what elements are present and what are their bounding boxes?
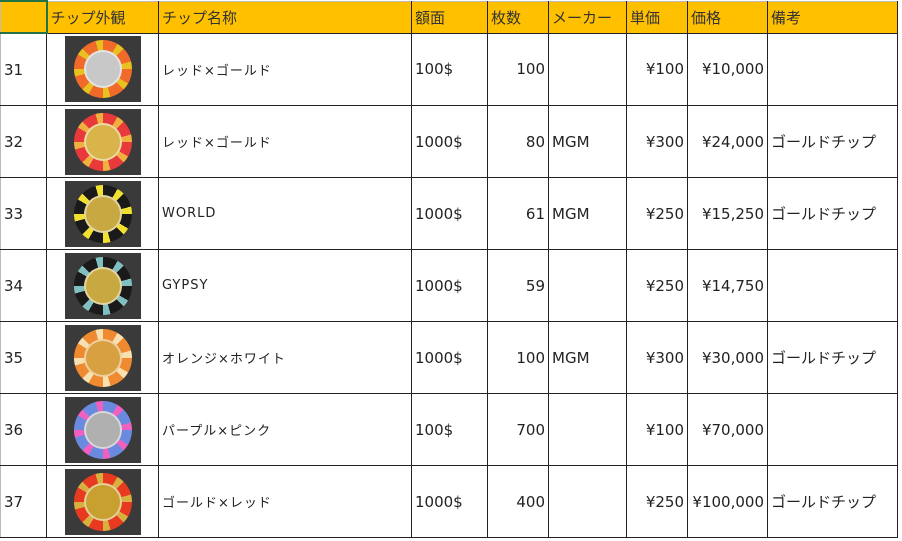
- chip-name-cell[interactable]: WORLD: [158, 177, 412, 250]
- table-row: 33 WORLD 1000$ 61 MGM ¥250 ¥15,250 ゴールドチ…: [0, 177, 898, 250]
- chip-photo: [64, 396, 141, 463]
- table-row: 37 ゴールド×レッド 1000$ 400 ¥250 ¥100,000 ゴールド…: [0, 465, 898, 538]
- header-appearance[interactable]: チップ外観: [46, 0, 159, 34]
- chip-image-cell[interactable]: [46, 105, 159, 178]
- corner-cell[interactable]: [0, 0, 48, 34]
- table-row: 36 パープル×ピンク 100$ 700 ¥100 ¥70,000: [0, 393, 898, 466]
- notes-cell[interactable]: ゴールドチップ: [767, 105, 898, 178]
- chip-name-cell[interactable]: ゴールド×レッド: [158, 465, 412, 538]
- price-cell[interactable]: ¥15,250: [687, 177, 768, 250]
- row-number[interactable]: 31: [0, 32, 47, 106]
- header-face-value[interactable]: 額面: [411, 0, 488, 34]
- chip-name-cell[interactable]: レッド×ゴールド: [158, 32, 412, 106]
- price-cell[interactable]: ¥100,000: [687, 465, 768, 538]
- price-cell[interactable]: ¥70,000: [687, 393, 768, 466]
- face-value-cell[interactable]: 1000$: [411, 321, 488, 394]
- chip-photo: [64, 252, 141, 319]
- count-cell[interactable]: 80: [487, 105, 549, 178]
- chip-photo: [64, 180, 141, 247]
- price-cell[interactable]: ¥10,000: [687, 32, 768, 106]
- unit-price-cell[interactable]: ¥100: [626, 393, 688, 466]
- row-number[interactable]: 35: [0, 321, 47, 394]
- face-value-cell[interactable]: 1000$: [411, 465, 488, 538]
- price-cell[interactable]: ¥14,750: [687, 249, 768, 322]
- chip-photo: [64, 468, 141, 535]
- row-number[interactable]: 32: [0, 105, 47, 178]
- chip-name-cell[interactable]: レッド×ゴールド: [158, 105, 412, 178]
- chip-icon: [73, 184, 132, 243]
- maker-cell[interactable]: [548, 393, 627, 466]
- count-cell[interactable]: 700: [487, 393, 549, 466]
- chip-name-cell[interactable]: パープル×ピンク: [158, 393, 412, 466]
- row-number[interactable]: 37: [0, 465, 47, 538]
- notes-cell[interactable]: ゴールドチップ: [767, 177, 898, 250]
- maker-cell[interactable]: MGM: [548, 321, 627, 394]
- maker-cell[interactable]: [548, 465, 627, 538]
- header-count[interactable]: 枚数: [487, 0, 549, 34]
- chip-name-cell[interactable]: GYPSY: [158, 249, 412, 322]
- chip-icon: [73, 40, 132, 99]
- count-cell[interactable]: 59: [487, 249, 549, 322]
- price-cell[interactable]: ¥24,000: [687, 105, 768, 178]
- unit-price-cell[interactable]: ¥250: [626, 465, 688, 538]
- chip-icon: [73, 112, 132, 171]
- table-row: 35 オレンジ×ホワイト 1000$ 100 MGM ¥300 ¥30,000 …: [0, 321, 898, 394]
- chip-photo: [64, 108, 141, 175]
- unit-price-cell[interactable]: ¥100: [626, 32, 688, 106]
- table-row: 34 GYPSY 1000$ 59 ¥250 ¥14,750: [0, 249, 898, 322]
- count-cell[interactable]: 100: [487, 321, 549, 394]
- header-row: チップ外観 チップ名称 額面 枚数 メーカー 単価 価格 備考: [0, 0, 898, 34]
- notes-cell[interactable]: [767, 249, 898, 322]
- unit-price-cell[interactable]: ¥250: [626, 177, 688, 250]
- count-cell[interactable]: 100: [487, 32, 549, 106]
- row-number[interactable]: 33: [0, 177, 47, 250]
- chip-image-cell[interactable]: [46, 32, 159, 106]
- header-maker[interactable]: メーカー: [548, 0, 627, 34]
- unit-price-cell[interactable]: ¥300: [626, 105, 688, 178]
- notes-cell[interactable]: [767, 32, 898, 106]
- notes-cell[interactable]: ゴールドチップ: [767, 465, 898, 538]
- chip-name-cell[interactable]: オレンジ×ホワイト: [158, 321, 412, 394]
- chip-image-cell[interactable]: [46, 465, 159, 538]
- face-value-cell[interactable]: 100$: [411, 393, 488, 466]
- header-name[interactable]: チップ名称: [158, 0, 412, 34]
- header-unit-price[interactable]: 単価: [626, 0, 688, 34]
- chip-image-cell[interactable]: [46, 321, 159, 394]
- face-value-cell[interactable]: 1000$: [411, 105, 488, 178]
- count-cell[interactable]: 61: [487, 177, 549, 250]
- notes-cell[interactable]: [767, 393, 898, 466]
- maker-cell[interactable]: [548, 249, 627, 322]
- unit-price-cell[interactable]: ¥300: [626, 321, 688, 394]
- unit-price-cell[interactable]: ¥250: [626, 249, 688, 322]
- face-value-cell[interactable]: 1000$: [411, 249, 488, 322]
- face-value-cell[interactable]: 100$: [411, 32, 488, 106]
- header-notes[interactable]: 備考: [767, 0, 898, 34]
- table-row: 32 レッド×ゴールド 1000$ 80 MGM ¥300 ¥24,000 ゴー…: [0, 105, 898, 178]
- chip-image-cell[interactable]: [46, 393, 159, 466]
- chip-icon: [73, 256, 132, 315]
- chip-icon: [73, 400, 132, 459]
- chip-image-cell[interactable]: [46, 177, 159, 250]
- chip-photo: [64, 36, 141, 103]
- price-cell[interactable]: ¥30,000: [687, 321, 768, 394]
- count-cell[interactable]: 400: [487, 465, 549, 538]
- maker-cell[interactable]: MGM: [548, 105, 627, 178]
- chip-icon: [73, 472, 132, 531]
- chip-photo: [64, 324, 141, 391]
- row-number[interactable]: 34: [0, 249, 47, 322]
- row-number[interactable]: 36: [0, 393, 47, 466]
- table-row: 31 レッド×ゴールド 100$ 100 ¥100 ¥10,000: [0, 32, 898, 106]
- header-price[interactable]: 価格: [687, 0, 768, 34]
- maker-cell[interactable]: MGM: [548, 177, 627, 250]
- chip-icon: [73, 328, 132, 387]
- notes-cell[interactable]: ゴールドチップ: [767, 321, 898, 394]
- maker-cell[interactable]: [548, 32, 627, 106]
- face-value-cell[interactable]: 1000$: [411, 177, 488, 250]
- chip-image-cell[interactable]: [46, 249, 159, 322]
